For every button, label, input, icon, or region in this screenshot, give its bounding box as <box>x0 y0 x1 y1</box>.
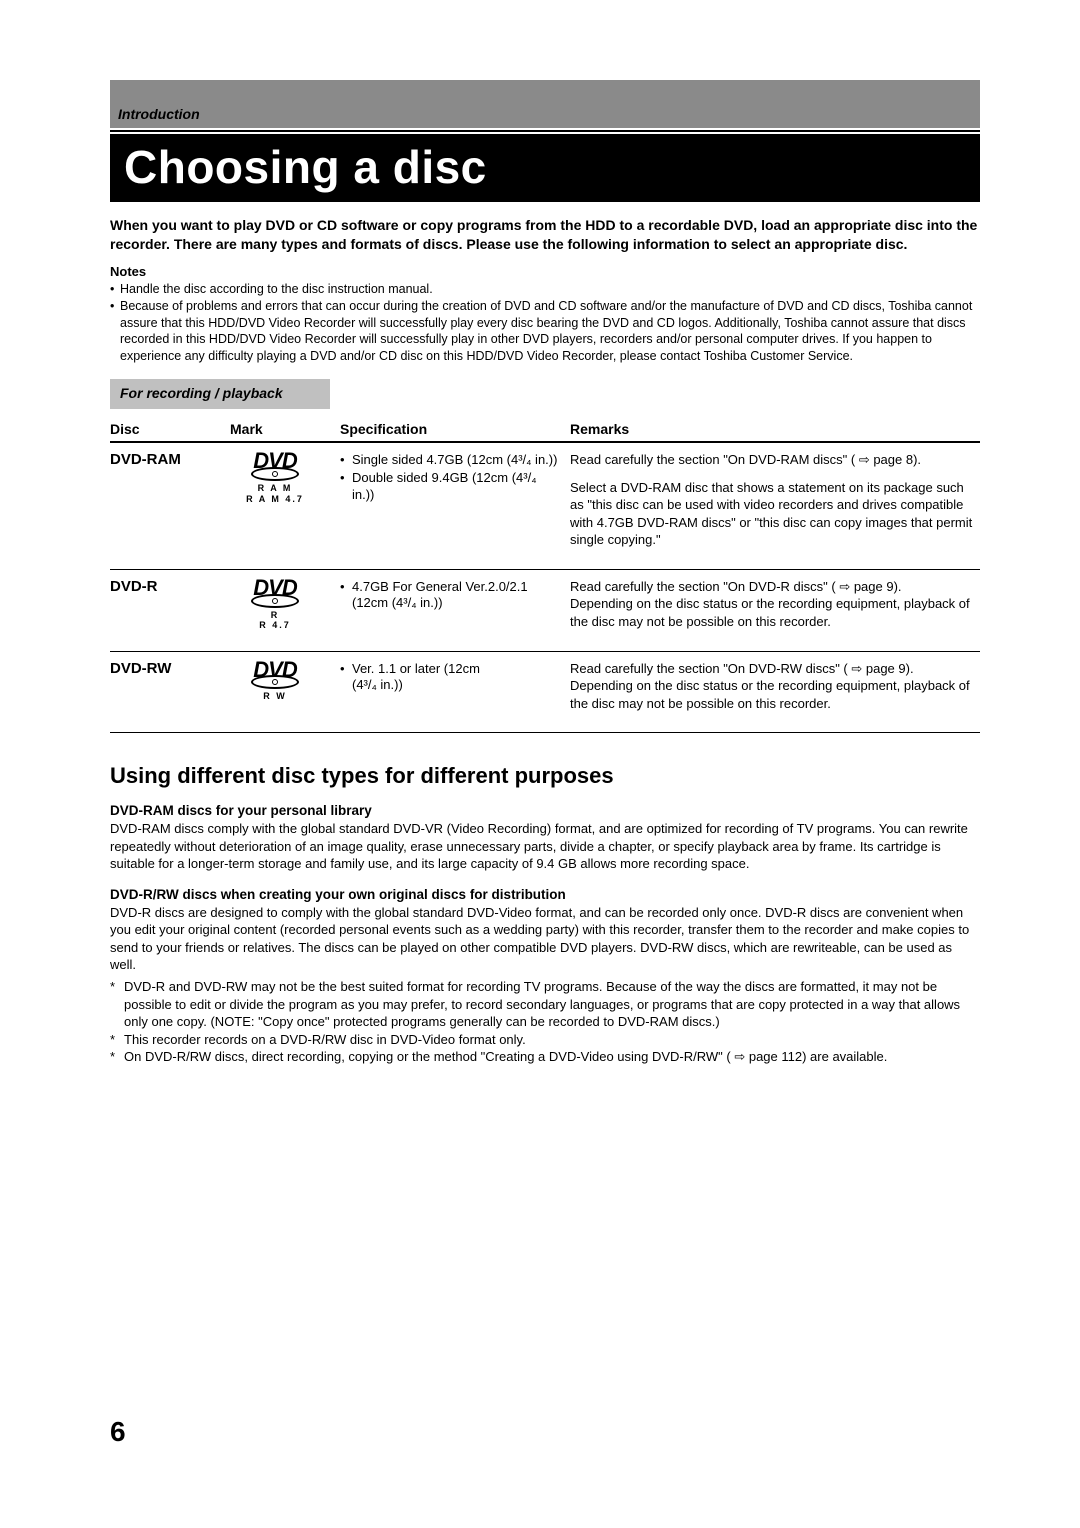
spec-item: 4.7GB For General Ver.2.0/2.1 <box>340 578 558 596</box>
remarks-text: Select a DVD-RAM disc that shows a state… <box>570 479 980 549</box>
spec-item: Single sided 4.7GB (12cm (4³/₄ in.)) <box>340 451 558 469</box>
remarks-text: Read carefully the section "On DVD-R dis… <box>570 578 980 631</box>
dvd-logo-icon: DVD R R 4.7 <box>230 578 320 631</box>
page-title-bar: Choosing a disc <box>110 134 980 202</box>
section-tab-label: For recording / playback <box>120 385 283 401</box>
page-number: 6 <box>110 1416 126 1448</box>
footnote-item: On DVD-R/RW discs, direct recording, cop… <box>110 1048 980 1066</box>
spec-item: Ver. 1.1 or later (12cm <box>340 660 558 678</box>
page-title: Choosing a disc <box>124 140 966 194</box>
subheading: Using different disc types for different… <box>110 763 980 789</box>
table-row: DVD-RW DVD R W Ver. 1.1 or later (12cm (… <box>110 652 980 734</box>
col-header-spec: Specification <box>340 421 570 437</box>
col-header-mark: Mark <box>230 421 340 437</box>
body-heading: DVD-R/RW discs when creating your own or… <box>110 887 980 902</box>
disc-name: DVD-RAM <box>110 451 181 468</box>
spec-sub: (12cm (4³/₄ in.)) <box>340 595 558 610</box>
body-paragraph: DVD-RAM discs comply with the global sta… <box>110 820 980 873</box>
remarks-text: Read carefully the section "On DVD-RW di… <box>570 660 980 713</box>
footnote-item: DVD-R and DVD-RW may not be the best sui… <box>110 978 980 1031</box>
dvd-logo-icon: DVD R A M R A M 4.7 <box>230 451 320 504</box>
footnote-list: DVD-R and DVD-RW may not be the best sui… <box>110 978 980 1066</box>
section-tab: For recording / playback <box>110 379 330 409</box>
remarks-text: Read carefully the section "On DVD-RAM d… <box>570 451 980 469</box>
table-row: DVD-R DVD R R 4.7 4.7GB For General Ver.… <box>110 570 980 652</box>
spec-item: Double sided 9.4GB (12cm (4³/₄ in.)) <box>340 469 558 504</box>
notes-list: Handle the disc according to the disc in… <box>110 281 980 365</box>
table-header-row: Disc Mark Specification Remarks <box>110 415 980 443</box>
section-banner: Introduction <box>110 80 980 128</box>
spec-list: 4.7GB For General Ver.2.0/2.1 <box>340 578 558 596</box>
col-header-disc: Disc <box>110 421 230 437</box>
notes-label: Notes <box>110 264 980 279</box>
note-item: Handle the disc according to the disc in… <box>110 281 980 298</box>
spec-list: Ver. 1.1 or later (12cm <box>340 660 558 678</box>
table-row: DVD-RAM DVD R A M R A M 4.7 Single sided… <box>110 443 980 570</box>
breadcrumb: Introduction <box>118 106 200 122</box>
spec-list: Single sided 4.7GB (12cm (4³/₄ in.)) Dou… <box>340 451 558 504</box>
footnote-item: This recorder records on a DVD-R/RW disc… <box>110 1031 980 1049</box>
dvd-logo-icon: DVD R W <box>230 660 320 703</box>
body-paragraph: DVD-R discs are designed to comply with … <box>110 904 980 974</box>
disc-name: DVD-R <box>110 578 158 595</box>
note-item: Because of problems and errors that can … <box>110 298 980 366</box>
disc-name: DVD-RW <box>110 660 171 677</box>
spec-sub: (4³/₄ in.)) <box>340 677 558 692</box>
lead-paragraph: When you want to play DVD or CD software… <box>110 216 980 254</box>
body-heading: DVD-RAM discs for your personal library <box>110 803 980 818</box>
col-header-remarks: Remarks <box>570 421 980 437</box>
divider <box>110 130 980 132</box>
